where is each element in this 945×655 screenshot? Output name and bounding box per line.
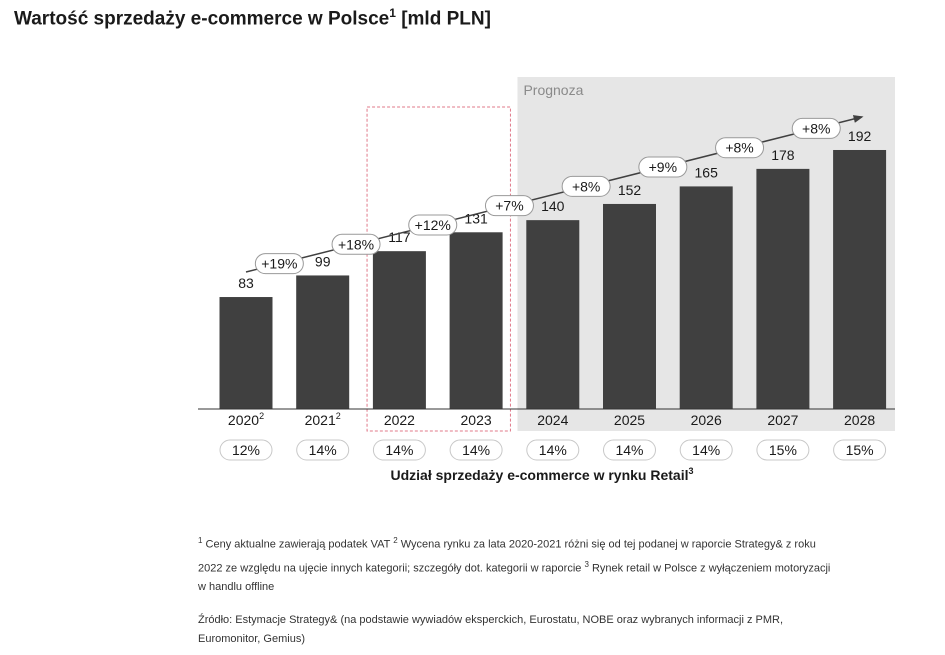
bar xyxy=(526,220,580,409)
x-tick-label: 20212 xyxy=(305,411,341,428)
growth-label: +8% xyxy=(572,178,600,194)
growth-pill xyxy=(408,214,458,236)
share-value: 14% xyxy=(692,442,720,458)
growth-pill xyxy=(638,156,688,178)
x-tick-label: 2025 xyxy=(614,412,645,428)
bar-value-label: 131 xyxy=(464,210,488,226)
bar xyxy=(679,186,733,409)
footnote-mark-1: 1 xyxy=(198,536,203,545)
share-pill xyxy=(449,439,503,461)
share-axis-label: Udział sprzedaży e-commerce w rynku Reta… xyxy=(390,466,693,483)
x-tick-label: 2027 xyxy=(767,412,798,428)
growth-pill xyxy=(561,175,611,197)
share-value: 15% xyxy=(769,442,797,458)
bar xyxy=(296,275,350,409)
share-pill xyxy=(526,439,580,461)
chart-title: Wartość sprzedaży e-commerce w Polsce1 [… xyxy=(14,6,491,30)
x-tick-label: 20202 xyxy=(228,411,264,428)
bar-value-label: 117 xyxy=(388,229,411,245)
share-value: 15% xyxy=(846,442,874,458)
growth-label: +8% xyxy=(725,140,753,156)
bar xyxy=(219,297,273,409)
growth-label: +9% xyxy=(649,159,677,175)
growth-pill xyxy=(715,137,765,159)
bar xyxy=(603,203,656,409)
bar-value-label: 178 xyxy=(771,147,795,163)
bar xyxy=(372,251,426,409)
x-tick-label: 2026 xyxy=(691,412,722,428)
footnote-text-3: Rynek retail w Polsce z wyłączeniem moto… xyxy=(198,562,831,594)
x-tick-label: 2023 xyxy=(461,412,492,428)
share-value: 14% xyxy=(539,442,567,458)
bar-value-label: 140 xyxy=(541,198,565,214)
footnotes: 1 Ceny aktualne zawierają podatek VAT 2 … xyxy=(198,531,838,597)
bar xyxy=(833,149,887,409)
share-value: 14% xyxy=(615,442,643,458)
footnote-mark-3: 3 xyxy=(584,559,589,569)
growth-label: +19% xyxy=(261,256,297,272)
x-tick-label: 2028 xyxy=(844,412,875,428)
x-tick-label: 2022 xyxy=(384,412,415,428)
growth-pill xyxy=(791,117,841,139)
share-value: 14% xyxy=(462,442,490,458)
bar-value-label: 165 xyxy=(695,164,719,180)
share-value: 14% xyxy=(385,442,413,458)
growth-label: +7% xyxy=(495,198,523,214)
bar xyxy=(449,232,503,409)
share-value: 12% xyxy=(232,442,260,458)
bar-value-label: 152 xyxy=(618,182,642,198)
bar xyxy=(756,168,810,409)
growth-pill xyxy=(484,195,534,217)
footnote-mark-2: 2 xyxy=(393,536,398,545)
bar-chart: Prognoza 83 99 117 131 140 152 165 178 192 20202 20… xyxy=(198,77,895,483)
footnote-text-1: Ceny aktualne zawierają podatek VAT xyxy=(202,538,394,551)
bar-value-label: 99 xyxy=(315,253,331,269)
chart-title-footnote-mark: 1 xyxy=(389,6,396,20)
footnote-text-2: Wycena rynku za lata 2020-2021 różni się… xyxy=(198,538,816,575)
share-pill xyxy=(603,439,656,461)
growth-pill xyxy=(254,253,304,275)
share-pill xyxy=(833,439,887,461)
bar-value-label: 83 xyxy=(238,275,254,291)
share-pill xyxy=(756,439,810,461)
chart-title-text: Wartość sprzedaży e-commerce w Polsce xyxy=(14,8,390,30)
share-pill xyxy=(372,439,426,461)
growth-label: +18% xyxy=(338,236,374,252)
share-value: 14% xyxy=(309,442,337,458)
x-tick-label: 2024 xyxy=(537,412,568,428)
forecast-label: Prognoza xyxy=(523,82,583,98)
source-note: Źródło: Estymacje Strategy& (na podstawi… xyxy=(198,614,784,645)
highlight-region xyxy=(366,106,511,432)
share-pill xyxy=(219,439,273,461)
share-pill xyxy=(296,439,350,461)
growth-label: +12% xyxy=(415,217,451,233)
share-pill xyxy=(679,439,733,461)
growth-label: +8% xyxy=(802,120,830,136)
growth-pill xyxy=(331,233,381,255)
bar-value-label: 192 xyxy=(848,128,872,144)
chart-title-unit: [mld PLN] xyxy=(401,8,491,30)
